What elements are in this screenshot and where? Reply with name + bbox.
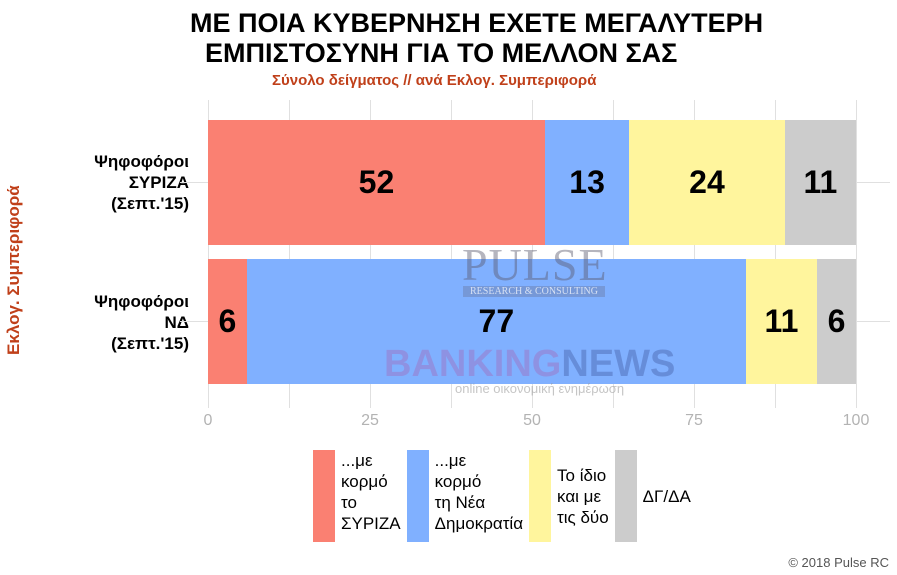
legend: ...με κορμό το ΣΥΡΙΖΑ ...με κορμό τη Νέα Δημοκ… bbox=[313, 450, 697, 542]
bar-segment: 6 bbox=[208, 259, 247, 384]
bar-segment: 77 bbox=[246, 259, 746, 384]
bar-nd: 6 77 11 6 bbox=[208, 259, 856, 384]
legend-key-dk bbox=[614, 450, 637, 542]
bar-segment: 11 bbox=[745, 259, 818, 384]
x-tick: 75 bbox=[685, 412, 703, 429]
x-tick: 50 bbox=[523, 412, 541, 429]
x-tick: 0 bbox=[203, 412, 213, 429]
chart-title-line-2: ΕΜΠΙΣΤΟΣΥΝΗ ΓΙΑ ΤΟ ΜΕΛΛΟΝ ΣΑΣ bbox=[205, 38, 678, 68]
bar-segment: 6 bbox=[817, 259, 856, 384]
category-label-syriza: Ψηφοφόροι ΣΥΡΙΖΑ (Σεπτ.'15) bbox=[94, 151, 189, 214]
legend-label-both: Το ίδιο και με τις δύο bbox=[557, 465, 609, 527]
category-line: ΝΔ bbox=[164, 313, 190, 332]
category-line: ΣΥΡΙΖΑ bbox=[128, 173, 189, 192]
gridline bbox=[370, 100, 371, 408]
plot-area: 52 13 24 11 6 77 11 6 bbox=[180, 100, 890, 408]
gridline bbox=[856, 100, 857, 408]
legend-key-both bbox=[529, 450, 552, 542]
bar-syriza: 52 13 24 11 bbox=[208, 120, 856, 245]
legend-label-nd: ...με κορμό τη Νέα Δημοκρατία bbox=[434, 451, 524, 533]
category-line: Ψηφοφόροι bbox=[94, 152, 189, 171]
gridline bbox=[451, 100, 452, 408]
category-line: (Σεπτ.'15) bbox=[111, 334, 189, 353]
category-line: (Σεπτ.'15) bbox=[111, 194, 189, 213]
gridline bbox=[775, 100, 776, 408]
category-line: Ψηφοφόροι bbox=[94, 292, 189, 311]
gridline bbox=[289, 100, 290, 408]
gridline bbox=[532, 100, 533, 408]
gridline bbox=[208, 100, 209, 408]
x-tick: 100 bbox=[842, 412, 870, 429]
category-label-nd: Ψηφοφόροι ΝΔ (Σεπτ.'15) bbox=[94, 291, 189, 354]
legend-key-nd bbox=[406, 450, 429, 542]
bar-segment: 24 bbox=[629, 120, 785, 245]
bar-segment: 52 bbox=[208, 120, 545, 245]
legend-label-dk: ΔΓ/ΔΑ bbox=[642, 486, 691, 506]
gridline bbox=[613, 100, 614, 408]
chart-subtitle: Σύνολο δείγματος // ανά Εκλογ. Συμπεριφο… bbox=[272, 72, 597, 89]
legend-label-syriza: ...με κορμό το ΣΥΡΙΖΑ bbox=[341, 451, 401, 533]
legend-key-syriza bbox=[313, 450, 335, 542]
chart-title-line-1: ΜΕ ΠΟΙΑ ΚΥΒΕΡΝΗΣΗ ΕΧΕΤΕ ΜΕΓΑΛΥΤΕΡΗ bbox=[190, 8, 764, 38]
gridline bbox=[694, 100, 695, 408]
x-tick: 25 bbox=[361, 412, 379, 429]
copyright: © 2018 Pulse RC bbox=[788, 555, 889, 570]
bar-segment: 11 bbox=[784, 120, 856, 245]
bar-segment: 13 bbox=[544, 120, 630, 245]
y-axis-label: Εκλογ. Συμπεριφορά bbox=[4, 185, 23, 355]
